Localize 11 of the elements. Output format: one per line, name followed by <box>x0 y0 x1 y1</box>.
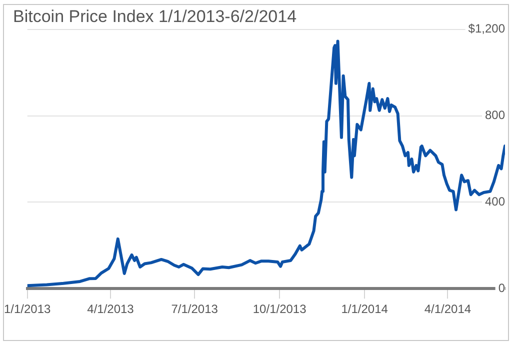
y-tick-label: $1,200 <box>468 22 506 36</box>
chart-title: Bitcoin Price Index 1/1/2013-6/2/2014 <box>13 6 297 26</box>
y-tick-label: 0 <box>498 280 506 295</box>
x-tick-label: 10/1/2013 <box>252 302 307 316</box>
x-tick-label: 4/1/2013 <box>87 302 134 316</box>
x-tick-label: 7/1/2013 <box>171 302 218 316</box>
x-tick-label: 4/1/2014 <box>424 302 472 316</box>
y-tick-label: 400 <box>484 194 506 209</box>
x-tick-label: 1/1/2013 <box>4 302 52 316</box>
x-tick-label: 1/1/2014 <box>341 302 388 316</box>
y-tick-label: 800 <box>484 108 506 122</box>
